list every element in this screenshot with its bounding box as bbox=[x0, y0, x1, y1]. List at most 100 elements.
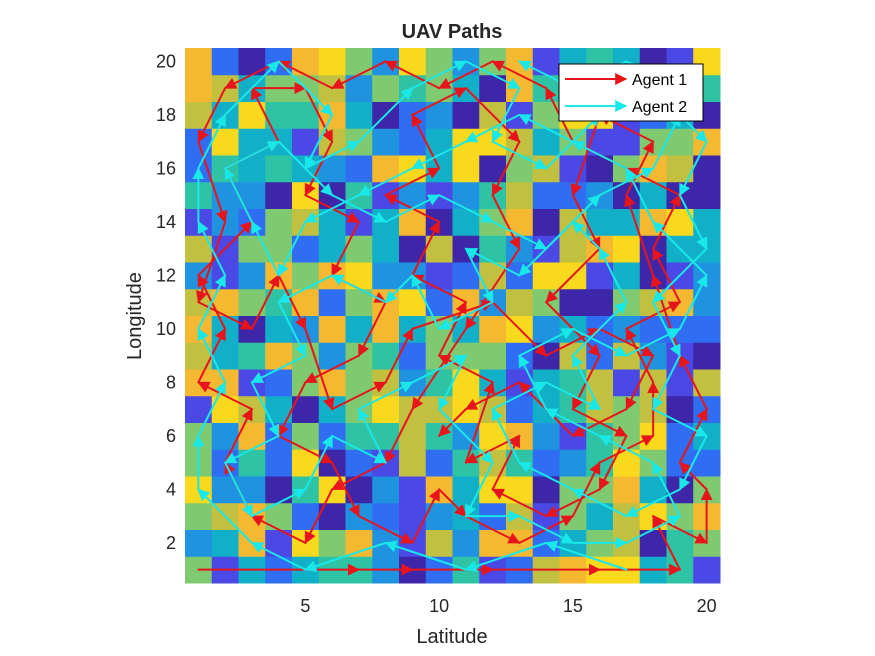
heatmap-cell bbox=[292, 502, 320, 530]
heatmap-cell bbox=[345, 48, 373, 76]
path-segment bbox=[357, 301, 387, 357]
heatmap-cell bbox=[693, 181, 721, 209]
path-segment bbox=[625, 140, 655, 197]
path-segment bbox=[625, 167, 655, 223]
path-segment bbox=[224, 140, 280, 170]
heatmap-cell bbox=[532, 262, 560, 290]
path-segment bbox=[518, 354, 548, 411]
y-tick-label: 20 bbox=[156, 51, 176, 71]
path-segment bbox=[438, 60, 494, 90]
heatmap-cell bbox=[479, 342, 507, 370]
path-segment bbox=[678, 434, 708, 491]
path-segment bbox=[518, 461, 574, 491]
heatmap-cell bbox=[265, 476, 293, 504]
path-segment bbox=[331, 461, 360, 518]
path-segment bbox=[625, 327, 681, 357]
heatmap-cell bbox=[399, 502, 427, 530]
path-segment bbox=[384, 408, 414, 464]
path-segment bbox=[464, 87, 521, 143]
path-segment bbox=[571, 327, 628, 357]
path-segment bbox=[625, 488, 681, 518]
heatmap-cell bbox=[559, 449, 587, 477]
path-segment bbox=[411, 220, 441, 277]
path-segment bbox=[464, 515, 521, 544]
path-segment bbox=[384, 327, 414, 384]
x-axis-ticks: 5 10 15 20 bbox=[300, 596, 716, 616]
path-segment bbox=[570, 113, 601, 197]
heatmap-cell bbox=[532, 422, 560, 450]
path-segment bbox=[598, 247, 628, 304]
heatmap-cell bbox=[586, 288, 614, 316]
path-segment bbox=[250, 354, 307, 384]
y-tick-label: 4 bbox=[166, 479, 176, 499]
path-segment bbox=[304, 194, 360, 223]
heatmap-cell bbox=[506, 288, 534, 316]
heatmap-cell bbox=[693, 342, 721, 370]
heatmap-cell bbox=[185, 101, 213, 129]
series-layer bbox=[192, 60, 713, 576]
heatmap-cell bbox=[318, 342, 346, 370]
path-segment bbox=[357, 87, 414, 143]
heatmap-cell bbox=[452, 155, 480, 183]
path-segment bbox=[197, 381, 227, 437]
heatmap-cell bbox=[532, 315, 560, 343]
path-segment bbox=[571, 461, 601, 518]
legend-box bbox=[558, 63, 704, 122]
path-segment bbox=[678, 194, 708, 250]
heatmap-cell bbox=[211, 48, 239, 76]
heatmap-cell bbox=[345, 155, 373, 183]
path-segment bbox=[652, 113, 681, 170]
path-segment bbox=[197, 140, 228, 224]
path-segment bbox=[197, 220, 253, 277]
path-segment bbox=[545, 381, 601, 411]
heatmap-cell bbox=[238, 48, 266, 76]
path-segment bbox=[304, 327, 335, 411]
path-segment bbox=[491, 408, 521, 464]
path-segment bbox=[652, 220, 708, 277]
path-segment bbox=[652, 461, 681, 518]
path-segment bbox=[224, 60, 280, 116]
heatmap-cell bbox=[238, 342, 266, 370]
heatmap-cell bbox=[613, 369, 641, 397]
path-segment bbox=[411, 299, 494, 330]
path-segment bbox=[304, 541, 387, 572]
path-segment bbox=[678, 408, 708, 464]
path-segment bbox=[277, 274, 307, 330]
path-segment bbox=[438, 194, 494, 223]
path-segment bbox=[625, 301, 681, 330]
path-segment bbox=[491, 140, 521, 197]
path-segment bbox=[438, 301, 467, 357]
path-segment bbox=[197, 327, 227, 384]
path-segment bbox=[598, 327, 655, 357]
x-axis-label: Latitude bbox=[416, 626, 487, 648]
chart-title: UAV Paths bbox=[402, 21, 503, 43]
path-segment bbox=[491, 381, 548, 411]
path-segment bbox=[518, 327, 574, 357]
path-segment bbox=[464, 434, 521, 464]
path-segment bbox=[438, 488, 467, 518]
heatmap-cell bbox=[238, 128, 266, 156]
path-segment bbox=[250, 515, 307, 544]
path-segment bbox=[384, 274, 414, 304]
path-segment bbox=[464, 113, 521, 143]
path-segment bbox=[304, 488, 334, 544]
path-segment bbox=[357, 515, 414, 544]
path-segment bbox=[491, 140, 548, 170]
heatmap-cell bbox=[265, 155, 293, 183]
heatmap-cell bbox=[185, 502, 213, 530]
path-segment bbox=[571, 140, 628, 170]
y-tick-label: 8 bbox=[166, 372, 176, 392]
y-tick-label: 14 bbox=[156, 212, 176, 232]
path-segment bbox=[464, 461, 494, 518]
heatmap-cell bbox=[318, 529, 346, 557]
path-segment bbox=[491, 194, 521, 250]
path-segment bbox=[384, 167, 441, 197]
legend-label-agent-2: Agent 2 bbox=[632, 99, 687, 116]
path-segment bbox=[197, 87, 227, 143]
heatmap-cell bbox=[265, 342, 293, 370]
path-segment bbox=[545, 408, 601, 437]
x-tick-label: 15 bbox=[563, 596, 583, 616]
heatmap-cell bbox=[452, 476, 480, 504]
heatmap-cell bbox=[372, 74, 400, 102]
